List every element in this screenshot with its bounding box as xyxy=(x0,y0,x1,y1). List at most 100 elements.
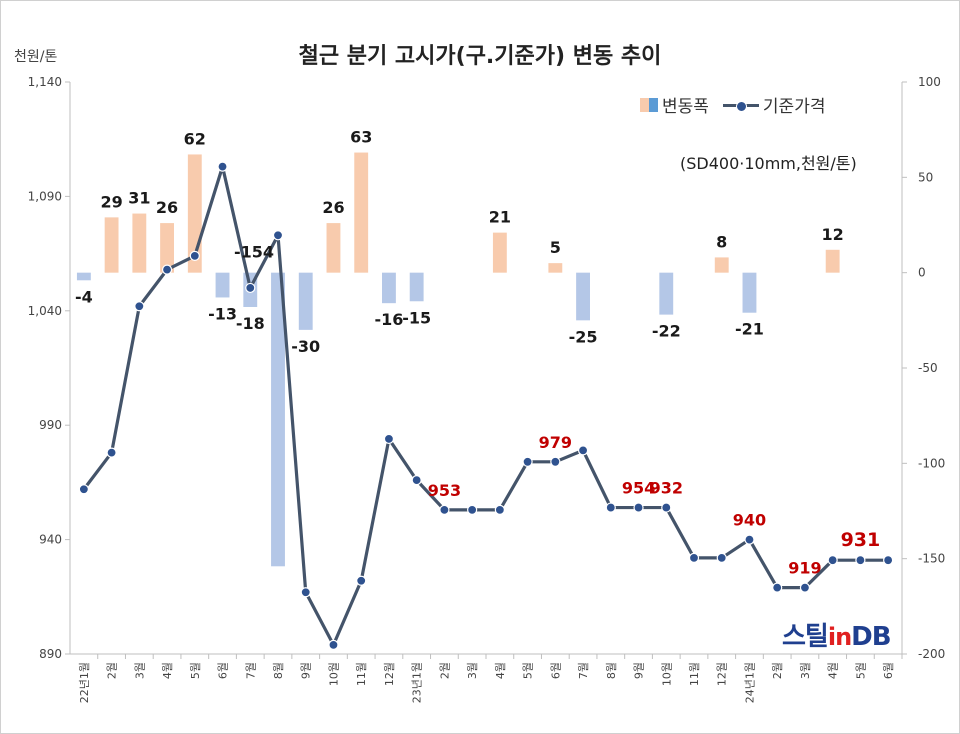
x-tick-label: 5월 xyxy=(854,662,867,679)
spec-note: (SD400·10mm,천원/톤) xyxy=(680,154,857,173)
x-tick-label: 3월 xyxy=(133,662,146,679)
price-point xyxy=(605,502,616,513)
change-bar xyxy=(326,223,341,273)
x-tick-label: 9월 xyxy=(300,662,313,679)
x-tick-label: 2월 xyxy=(438,662,451,679)
price-line xyxy=(82,165,889,647)
bar-value-label: 63 xyxy=(350,128,372,147)
bar-value-label: 26 xyxy=(322,198,344,217)
right-tick-label: 50 xyxy=(918,170,933,184)
price-point xyxy=(467,504,478,515)
x-tick-label: 4월 xyxy=(827,662,840,679)
legend-item-bar: 변동폭 xyxy=(640,92,709,117)
bar-value-label: -4 xyxy=(75,287,93,306)
change-bar xyxy=(659,272,674,315)
price-point xyxy=(217,161,228,172)
change-bar xyxy=(492,232,507,273)
price-value-label: 979 xyxy=(539,433,572,452)
x-tick-label: 2월 xyxy=(771,662,784,679)
x-tick-label: 9월 xyxy=(633,662,646,679)
change-bar xyxy=(714,257,729,273)
x-tick-label: 8월 xyxy=(605,662,618,679)
x-tick-label: 5월 xyxy=(522,662,535,679)
price-point xyxy=(300,587,311,598)
bar-value-label: 12 xyxy=(822,225,844,244)
change-bar xyxy=(354,152,369,273)
x-tick-label: 24년1월 xyxy=(743,662,756,703)
bar-value-label: 21 xyxy=(489,208,511,227)
chart-title: 철근 분기 고시가(구.기준가) 변동 추이 xyxy=(298,44,662,69)
bar-value-label: -22 xyxy=(652,322,681,341)
price-point xyxy=(356,575,367,586)
price-value-label: 953 xyxy=(428,481,461,500)
price-point xyxy=(883,555,894,566)
x-tick-label: 12월 xyxy=(716,662,729,686)
x-tick-label: 7월 xyxy=(244,662,257,679)
price-point xyxy=(494,504,505,515)
logo-part-1: 스틸 xyxy=(782,622,829,652)
x-tick-label: 11월 xyxy=(688,662,701,686)
change-bar xyxy=(76,272,91,281)
legend-item-line: 기준가격 xyxy=(722,92,826,117)
price-point xyxy=(577,445,589,456)
price-point xyxy=(328,639,339,650)
change-bar xyxy=(298,272,313,330)
price-point xyxy=(522,456,533,467)
change-bar xyxy=(271,272,285,567)
x-tick-label: 11월 xyxy=(355,662,368,686)
bar-value-label: 29 xyxy=(100,192,122,211)
legend-line-swatch xyxy=(722,98,759,112)
price-point xyxy=(383,433,395,445)
bar-value-label: 62 xyxy=(184,129,206,148)
price-point xyxy=(411,475,422,486)
price-value-label: 940 xyxy=(733,511,766,530)
bar-value-label: -30 xyxy=(291,337,320,356)
price-value-label: 954 xyxy=(622,479,655,498)
change-bar xyxy=(382,272,396,304)
price-point xyxy=(716,552,727,564)
bar-value-label: -18 xyxy=(236,314,265,333)
bar-value-label: 5 xyxy=(550,238,561,257)
x-tick-label: 12월 xyxy=(383,662,396,686)
x-tick-label: 6월 xyxy=(217,662,230,679)
change-bar xyxy=(576,272,590,321)
bar-value-label: -15 xyxy=(402,308,431,327)
right-tick-label: 0 xyxy=(918,266,926,280)
bar-value-label: -21 xyxy=(735,320,764,339)
bar-value-label: -25 xyxy=(569,327,598,346)
bar-value-label: -13 xyxy=(208,304,237,323)
price-value-label: 931 xyxy=(841,529,881,551)
x-tick-label: 10월 xyxy=(660,662,673,686)
price-point xyxy=(688,552,700,564)
x-tick-label: 4월 xyxy=(161,662,174,679)
change-bar xyxy=(104,217,119,273)
change-bar xyxy=(742,272,757,313)
x-tick-label: 4월 xyxy=(494,662,507,679)
legend-bar-label: 변동폭 xyxy=(662,97,709,117)
left-tick-label: 1,040 xyxy=(28,304,62,318)
price-point xyxy=(189,250,200,261)
x-tick-label: 6월 xyxy=(882,662,895,679)
price-point xyxy=(799,582,811,593)
left-tick-label: 1,140 xyxy=(28,75,62,89)
right-tick-label: -50 xyxy=(918,361,938,375)
price-point xyxy=(161,264,173,275)
legend-line-label: 기준가격 xyxy=(762,97,826,117)
x-tick-label: 8월 xyxy=(272,662,285,679)
price-point xyxy=(744,534,755,545)
right-tick-label: -100 xyxy=(918,456,945,470)
price-point xyxy=(827,555,838,566)
change-bar xyxy=(160,223,174,273)
legend-bar-swatch xyxy=(640,97,658,112)
bar-value-label: -154 xyxy=(234,242,274,261)
price-point xyxy=(106,447,117,458)
change-bar xyxy=(409,272,424,302)
x-tick-label: 7월 xyxy=(577,662,590,679)
x-tick-label: 6월 xyxy=(549,662,562,679)
price-point xyxy=(245,282,256,294)
bar-value-label: 26 xyxy=(156,198,178,217)
left-tick-label: 1,090 xyxy=(28,189,62,203)
x-tick-label: 10월 xyxy=(327,662,340,686)
price-value-label: 919 xyxy=(788,559,821,578)
